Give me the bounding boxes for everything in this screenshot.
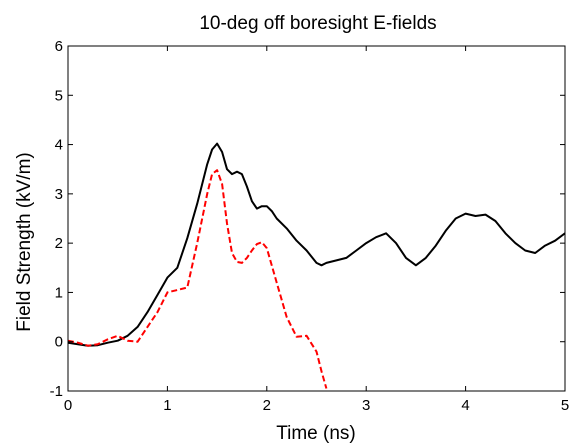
x-tick-label: 5 <box>561 397 569 414</box>
x-tick-label: 4 <box>461 397 469 414</box>
y-tick-label: 2 <box>55 235 63 252</box>
y-tick-label: 4 <box>55 137 63 154</box>
x-tick-label: 1 <box>163 397 171 414</box>
series-line-1 <box>68 142 565 347</box>
y-tick-label: 1 <box>55 284 63 301</box>
x-axis-title: Time (ns) <box>276 423 356 444</box>
y-axis-title: Field Strength (kV/m) <box>14 152 35 332</box>
y-tick-label: 0 <box>55 334 63 351</box>
series-line-2 <box>68 169 328 389</box>
plot-area <box>68 46 565 391</box>
y-tick-label: 6 <box>55 38 63 55</box>
y-tick-label: -1 <box>50 383 63 400</box>
x-tick-label: 3 <box>362 397 370 414</box>
plot-frame <box>67 45 566 392</box>
x-tick-label: 2 <box>263 397 271 414</box>
x-tick-label: 0 <box>64 397 72 414</box>
chart-title: 10-deg off boresight E-fields <box>199 13 436 34</box>
y-tick-label: 3 <box>55 186 63 203</box>
y-tick-label: 5 <box>55 87 63 104</box>
plot-layer <box>68 142 565 389</box>
